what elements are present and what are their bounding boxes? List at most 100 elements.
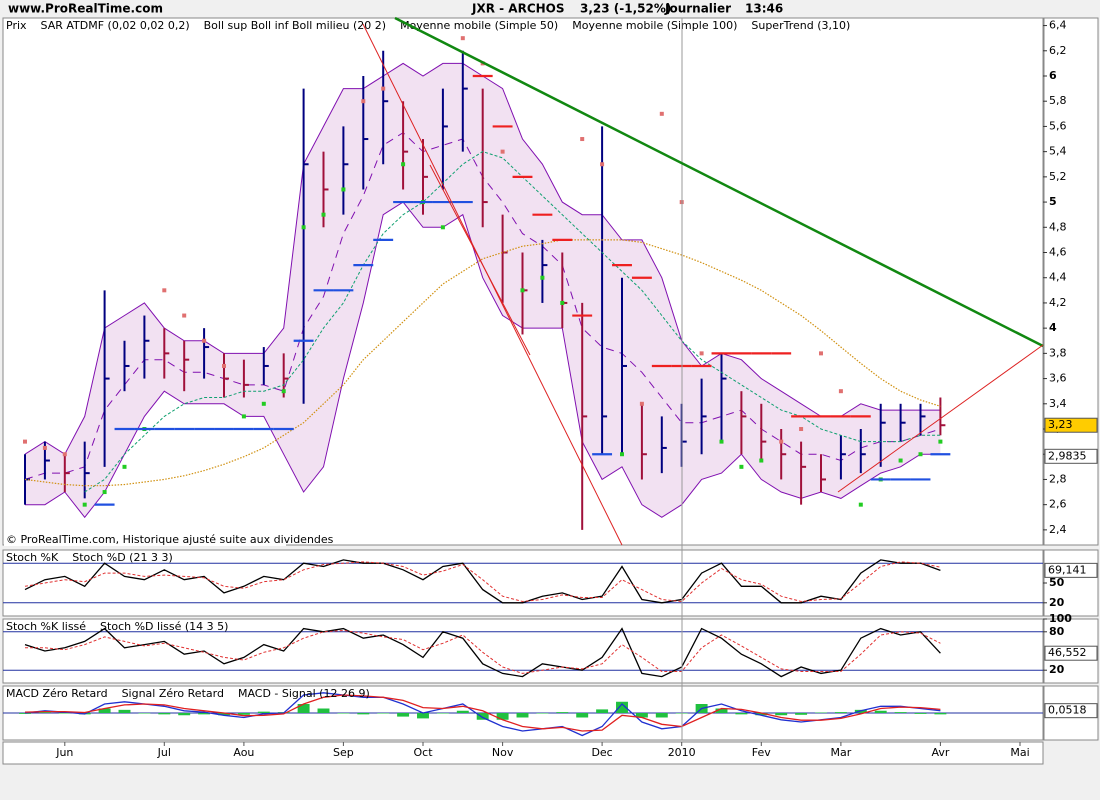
histogram-bar <box>914 713 927 714</box>
y-tick-label: 5,4 <box>1049 145 1067 158</box>
y-tick-label: 80 <box>1049 625 1065 638</box>
x-tick-label: Dec <box>591 746 612 759</box>
histogram-bar <box>19 713 31 714</box>
legend-entry: MACD - Signal (12 26 9) <box>238 687 370 700</box>
histogram-bar <box>257 711 270 713</box>
quote: 3,23 (-1,52%) <box>580 2 671 16</box>
last-value-label: 69,141 <box>1048 563 1087 576</box>
sar-dot <box>23 439 27 444</box>
sar-dot <box>122 464 127 469</box>
x-axis-area <box>2 741 1044 765</box>
y-tick-label: 6,4 <box>1049 19 1067 32</box>
sar-dot <box>719 439 724 444</box>
histogram-bar <box>536 713 549 714</box>
last-value-box <box>1044 703 1098 719</box>
sar-dot <box>858 502 863 507</box>
y-tick-label: 3,6 <box>1049 372 1067 385</box>
panel <box>2 618 1044 684</box>
histogram-bar <box>894 712 907 713</box>
legend-entry: Prix <box>6 19 27 32</box>
sar-dot <box>162 288 167 293</box>
histogram-bar <box>297 704 310 713</box>
histogram-bar <box>496 713 509 720</box>
sar-dot <box>600 162 605 167</box>
site-name: www.ProRealTime.com <box>8 2 163 16</box>
sar-dot <box>540 275 545 280</box>
x-tick-label: Mar <box>831 746 852 759</box>
last-value-label: 0,0518 <box>1048 704 1087 717</box>
sar-dot <box>301 225 306 230</box>
x-tick-label: Jul <box>157 746 171 759</box>
y-tick-label: 6 <box>1049 69 1057 82</box>
last-value-label: 3,23 <box>1048 418 1073 431</box>
legend-entry: Stoch %K <box>6 551 59 564</box>
histogram-bar <box>377 713 390 714</box>
sar-dot <box>759 458 764 463</box>
sar-dot <box>321 212 326 217</box>
sar-dot <box>620 452 624 457</box>
x-tick-label: 2010 <box>668 746 696 759</box>
histogram-bar <box>178 713 191 716</box>
histogram-bar <box>755 713 768 716</box>
sar-dot <box>261 401 266 406</box>
sar-dot <box>560 300 565 305</box>
histogram-bar <box>237 713 250 715</box>
legend-entry: Stoch %D lissé (14 3 5) <box>100 620 228 633</box>
sar-dot <box>659 111 664 116</box>
trend-line <box>837 344 1044 493</box>
sar-dot <box>281 389 286 394</box>
histogram-bar <box>317 708 330 713</box>
series-line <box>24 627 941 678</box>
histogram-bar <box>58 713 71 714</box>
sar-dot <box>182 313 187 318</box>
x-tick-label: Jun <box>55 746 73 759</box>
histogram-bar <box>436 713 449 714</box>
series-line <box>84 151 941 493</box>
y-tick-label: 5,6 <box>1049 119 1067 132</box>
sar-dot <box>699 351 704 356</box>
histogram-bar <box>516 713 529 718</box>
histogram-bar <box>38 712 51 713</box>
legend-entry: Stoch %D (21 3 3) <box>72 551 173 564</box>
band-fill <box>25 63 941 518</box>
histogram-bar <box>397 713 410 717</box>
sar-dot <box>102 490 107 495</box>
y-tick-label: 20 <box>1049 596 1065 609</box>
y-tick-label: 4,2 <box>1049 296 1067 309</box>
sar-dot <box>401 162 406 167</box>
legend-entry: Moyenne mobile (Simple 50) <box>400 19 558 32</box>
x-tick-label: Aou <box>233 746 254 759</box>
sar-dot <box>341 187 346 192</box>
sar-dot <box>779 439 784 444</box>
y-tick-label: 5 <box>1049 195 1057 208</box>
legend-entry: Signal Zéro Retard <box>122 687 224 700</box>
x-tick-label: Sep <box>333 746 354 759</box>
y-tick-label: 4,8 <box>1049 220 1067 233</box>
sar-dot <box>898 458 903 463</box>
histogram-bar <box>476 713 489 720</box>
sar-dot <box>42 445 47 450</box>
last-value-box <box>1044 645 1098 661</box>
period: Journalier <box>664 2 731 16</box>
sar-dot <box>241 414 246 419</box>
histogram-bar <box>795 713 808 715</box>
last-value-box <box>1044 417 1098 433</box>
sar-dot <box>440 225 445 230</box>
y-tick-label: 4,6 <box>1049 246 1067 259</box>
y-tick-label: 2,6 <box>1049 498 1067 511</box>
y-tick-label: 4,4 <box>1049 271 1067 284</box>
sar-dot <box>938 439 943 444</box>
histogram-bar <box>576 713 589 718</box>
legend-entry: Boll sup Boll inf Boll milieu (20 2) <box>204 19 386 32</box>
sar-dot <box>460 36 465 41</box>
sar-dot <box>918 452 923 457</box>
time: 13:46 <box>745 2 783 16</box>
sar-dot <box>82 502 87 507</box>
series-line <box>24 561 941 603</box>
sar-dot <box>580 137 585 142</box>
y-tick-label: 5,2 <box>1049 170 1067 183</box>
sar-dot <box>381 86 386 91</box>
histogram-bar <box>715 708 728 713</box>
